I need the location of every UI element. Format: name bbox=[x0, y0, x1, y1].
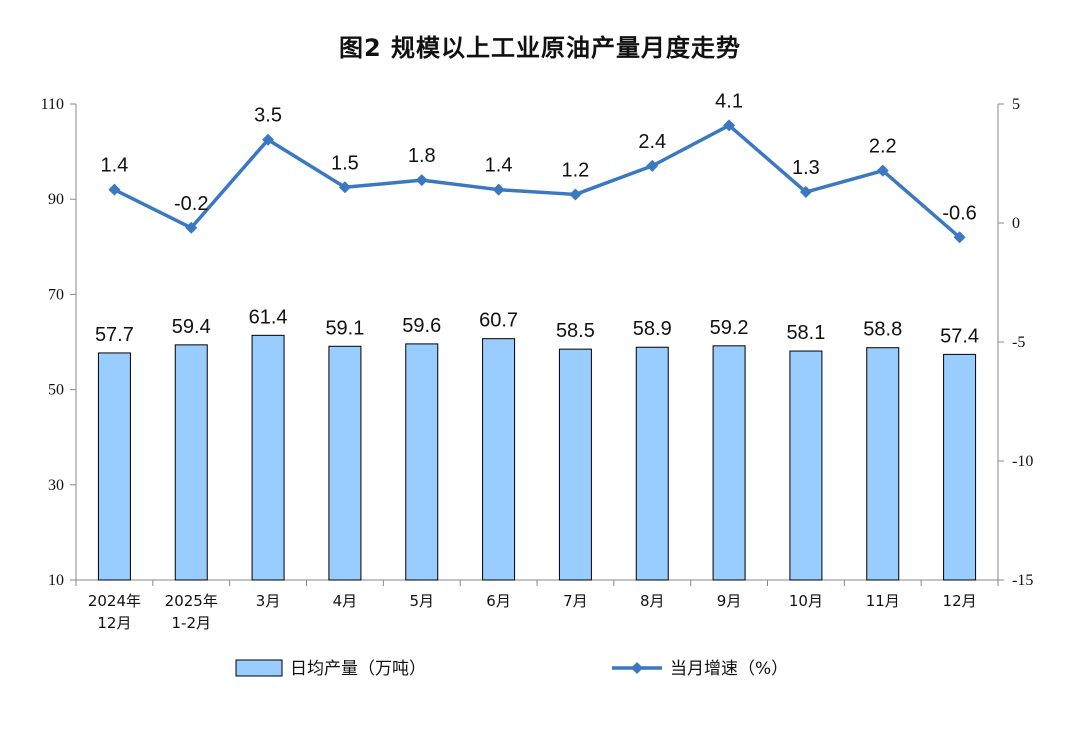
right-tick-label: 0 bbox=[1012, 215, 1020, 232]
legend-bar-label: 日均产量（万吨） bbox=[290, 659, 426, 679]
x-tick-label: 7月 bbox=[563, 592, 588, 610]
x-tick-label: 5月 bbox=[409, 592, 434, 610]
line-point bbox=[876, 164, 889, 177]
line-point bbox=[185, 221, 198, 234]
right-tick-label: 5 bbox=[1012, 96, 1020, 113]
x-tick-label: 12月 bbox=[97, 614, 131, 632]
line-value-label: 1.4 bbox=[485, 155, 513, 177]
bar-value-label: 59.4 bbox=[172, 316, 211, 338]
x-tick-label: 1-2月 bbox=[172, 614, 212, 632]
bar-value-label: 58.8 bbox=[863, 319, 902, 341]
bar-value-label: 60.7 bbox=[479, 310, 518, 332]
data-labels: 57.7 59.4 61.4 59.1 59.6 60.7 58.5 58.9 59.2 58.1… bbox=[95, 90, 979, 347]
bar bbox=[405, 343, 439, 581]
line-point bbox=[108, 183, 121, 196]
line-value-label: -0.6 bbox=[942, 202, 976, 224]
bar-value-label: 58.1 bbox=[786, 322, 825, 344]
chart-title: 图2 规模以上工业原油产量月度走势 bbox=[338, 34, 742, 62]
line-value-label: -0.2 bbox=[174, 193, 208, 215]
left-tick-label: 70 bbox=[48, 286, 64, 303]
right-tick-label: -5 bbox=[1012, 334, 1025, 351]
bar-value-label: 61.4 bbox=[249, 306, 288, 328]
line-point bbox=[953, 231, 966, 244]
line-point bbox=[415, 174, 428, 187]
line-point bbox=[723, 119, 736, 132]
x-tick-label: 2025年 bbox=[165, 592, 218, 610]
growth-line bbox=[113, 123, 961, 239]
bar bbox=[251, 334, 285, 581]
bar-value-label: 58.5 bbox=[556, 320, 595, 342]
bar-value-label: 57.7 bbox=[95, 324, 134, 346]
bar-value-label: 59.1 bbox=[325, 317, 364, 339]
left-tick-label: 110 bbox=[41, 96, 64, 113]
line-value-label: 2.2 bbox=[869, 136, 897, 158]
left-tick-label: 10 bbox=[48, 572, 64, 589]
right-tick-label: -10 bbox=[1012, 453, 1033, 470]
bar-series bbox=[97, 334, 977, 581]
legend-bar-swatch bbox=[235, 659, 283, 677]
bar-value-label: 59.2 bbox=[710, 317, 749, 339]
line-value-label: 1.5 bbox=[331, 152, 359, 174]
bar bbox=[789, 350, 823, 581]
legend: 日均产量（万吨） 当月增速（%） bbox=[235, 659, 788, 679]
line-point bbox=[338, 181, 351, 194]
bar bbox=[328, 345, 362, 581]
bar bbox=[97, 352, 131, 581]
x-tick-label: 6月 bbox=[486, 592, 511, 610]
legend-line-marker bbox=[631, 662, 643, 674]
bar-value-label: 57.4 bbox=[940, 325, 979, 347]
left-tick-label: 50 bbox=[48, 382, 64, 399]
bar bbox=[635, 346, 669, 581]
x-tick-label: 12月 bbox=[943, 592, 977, 610]
bar bbox=[712, 345, 746, 581]
line-point bbox=[569, 188, 582, 201]
line-series bbox=[108, 119, 966, 244]
x-tick-label: 8月 bbox=[640, 592, 665, 610]
line-point bbox=[262, 133, 275, 146]
bar-value-label: 58.9 bbox=[633, 318, 672, 340]
line-point bbox=[646, 159, 659, 172]
bar bbox=[482, 338, 516, 581]
line-value-label: 1.4 bbox=[101, 155, 129, 177]
left-tick-label: 90 bbox=[48, 191, 64, 208]
line-value-label: 4.1 bbox=[715, 90, 743, 112]
x-tick-label: 10月 bbox=[789, 592, 823, 610]
x-tick-label: 3月 bbox=[256, 592, 281, 610]
bar bbox=[558, 348, 592, 581]
bar bbox=[866, 347, 900, 581]
axes: 10 30 50 70 90 110 -15 -10 -5 0 5 2024年 12月 2025年 1-2月… bbox=[41, 96, 1034, 632]
legend-line-label: 当月增速（%） bbox=[670, 659, 788, 679]
line-value-label: 1.2 bbox=[562, 159, 590, 181]
bar bbox=[943, 353, 977, 581]
x-tick-label: 4月 bbox=[333, 592, 358, 610]
x-tick-label: 11月 bbox=[866, 592, 900, 610]
line-point bbox=[492, 183, 505, 196]
bar-value-label: 59.6 bbox=[402, 315, 441, 337]
line-value-label: 1.8 bbox=[408, 145, 436, 167]
line-value-label: 1.3 bbox=[792, 157, 820, 179]
line-value-label: 2.4 bbox=[638, 131, 666, 153]
x-tick-label: 2024年 bbox=[88, 592, 141, 610]
right-tick-label: -15 bbox=[1012, 572, 1033, 589]
left-tick-label: 30 bbox=[48, 477, 64, 494]
x-tick-label: 9月 bbox=[717, 592, 742, 610]
line-value-label: 3.5 bbox=[254, 105, 282, 127]
bar bbox=[174, 344, 208, 581]
line-point bbox=[799, 186, 812, 199]
